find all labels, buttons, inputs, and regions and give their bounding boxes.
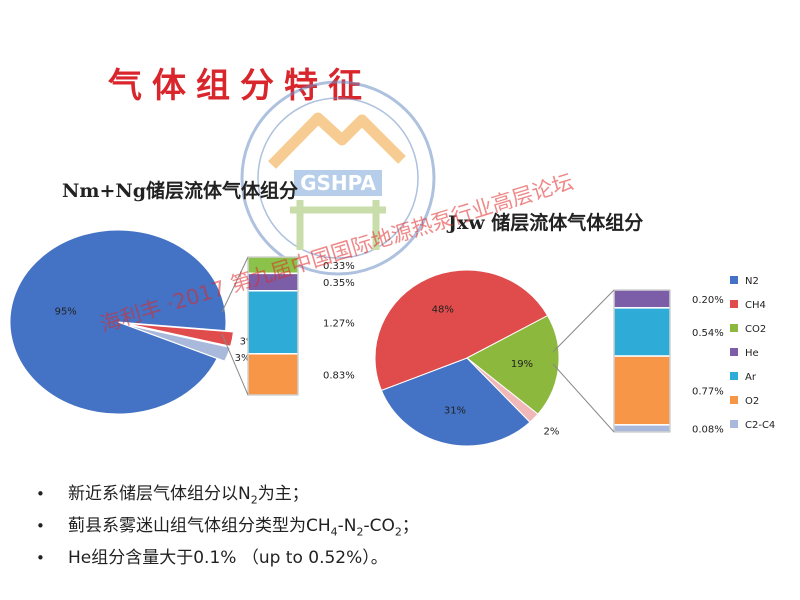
breakdown-label: 0.33% [323,261,355,272]
breakdown-label: 0.35% [323,278,355,289]
legend-label: CO2 [745,324,766,335]
bullet-text: 新近系储层气体组分以N [68,484,251,504]
pie-chart-jxw: 31% 48% 19% 2% [374,269,560,447]
legend-label: C2-C4 [745,420,775,431]
legend-label: He [745,348,759,359]
bullet-text: 为主； [257,484,309,504]
bullet-marker: • [36,549,45,567]
breakdown-bar-jxw: 0.20% 0.54% 0.77% 0.08% [552,289,724,435]
bullet-text: -CO [363,516,395,536]
connector-line [221,256,249,313]
pie-slice [466,357,539,423]
connector-line [552,289,615,353]
bullet-marker: • [36,517,45,535]
connector-line [221,333,249,396]
pie-slice [380,357,531,447]
association-seal: GSHPA [240,80,436,276]
breakdown-frame [247,256,299,396]
breakdown-segment [247,272,299,292]
bullet-item: • 蓟县系雾迷山组气体组分类型为CH4-N2-CO2； [36,512,419,544]
bullet-text: 蓟县系雾迷山组气体组分类型为CH [68,516,331,536]
breakdown-frame [613,289,671,433]
breakdown-segment [247,256,299,275]
breakdown-bar-nm-ng: 0.33% 0.35% 1.27% 0.83% [221,256,355,396]
breakdown-segment [613,424,671,433]
breakdown-label: 0.08% [692,424,724,435]
pie-slice [125,322,234,347]
chart-title-nm-ng: Nm+Ng储层流体气体组分 [62,180,299,202]
subscript: 2 [356,525,364,539]
legend-swatch [730,420,738,428]
pie-slice [374,269,549,392]
pie-slice-label: 3% [235,353,251,364]
legend-swatch [730,396,738,404]
bullet-item: • He组分含量大于0.1% （up to 0.52%）。 [36,544,419,576]
legend-swatch [730,372,738,380]
breakdown-segment [247,353,299,396]
connector-line [552,363,615,433]
subscript: 4 [330,525,338,539]
bullet-text: He组分含量大于0.1% （up to 0.52%）。 [68,548,388,568]
pie-slice-label: 48% [432,305,454,316]
legend-jxw: N2 CH4 CO2 He Ar O2 C2-C4 [730,276,775,431]
breakdown-segment [247,290,299,355]
pie-slice-label: 19% [511,359,533,370]
pie-slice-label: 31% [444,406,466,417]
legend-label: O2 [745,396,759,407]
subscript: 2 [394,525,402,539]
legend-swatch [730,276,738,284]
pie-chart-nm-ng: 95%3%3% [9,229,255,415]
breakdown-label: 0.20% [692,295,724,306]
bullet-marker: • [36,485,45,503]
legend-label: N2 [745,276,759,287]
slide-title: 气体组分特征 [108,66,372,106]
bullet-text: -N [337,516,357,536]
pie-slice-label: 95% [55,307,77,318]
bullet-text: ； [401,516,419,536]
legend-swatch [730,348,738,356]
pie-slice [466,314,560,415]
pie-slice [125,324,231,362]
legend-label: CH4 [745,300,766,311]
breakdown-segment [613,289,671,309]
breakdown-label: 0.77% [692,386,724,397]
bullet-item: • 新近系储层气体组分以N2为主； [36,480,419,512]
breakdown-label: 1.27% [323,318,355,329]
pie-slice-label: 2% [544,426,560,437]
legend-swatch [730,300,738,308]
seal-logo-text: GSHPA [300,171,376,195]
breakdown-label: 0.54% [692,328,724,339]
breakdown-label: 0.83% [323,370,355,381]
subscript: 2 [250,493,258,507]
breakdown-segment [613,307,671,357]
bullet-list: • 新近系储层气体组分以N2为主； • 蓟县系雾迷山组气体组分类型为CH4-N2-CO… [36,480,419,576]
legend-swatch [730,324,738,332]
breakdown-segment [613,355,671,426]
chart-title-jxw: Jxw 储层流体气体组分 [448,212,644,234]
pie-slice [9,229,227,415]
legend-label: Ar [745,372,757,383]
